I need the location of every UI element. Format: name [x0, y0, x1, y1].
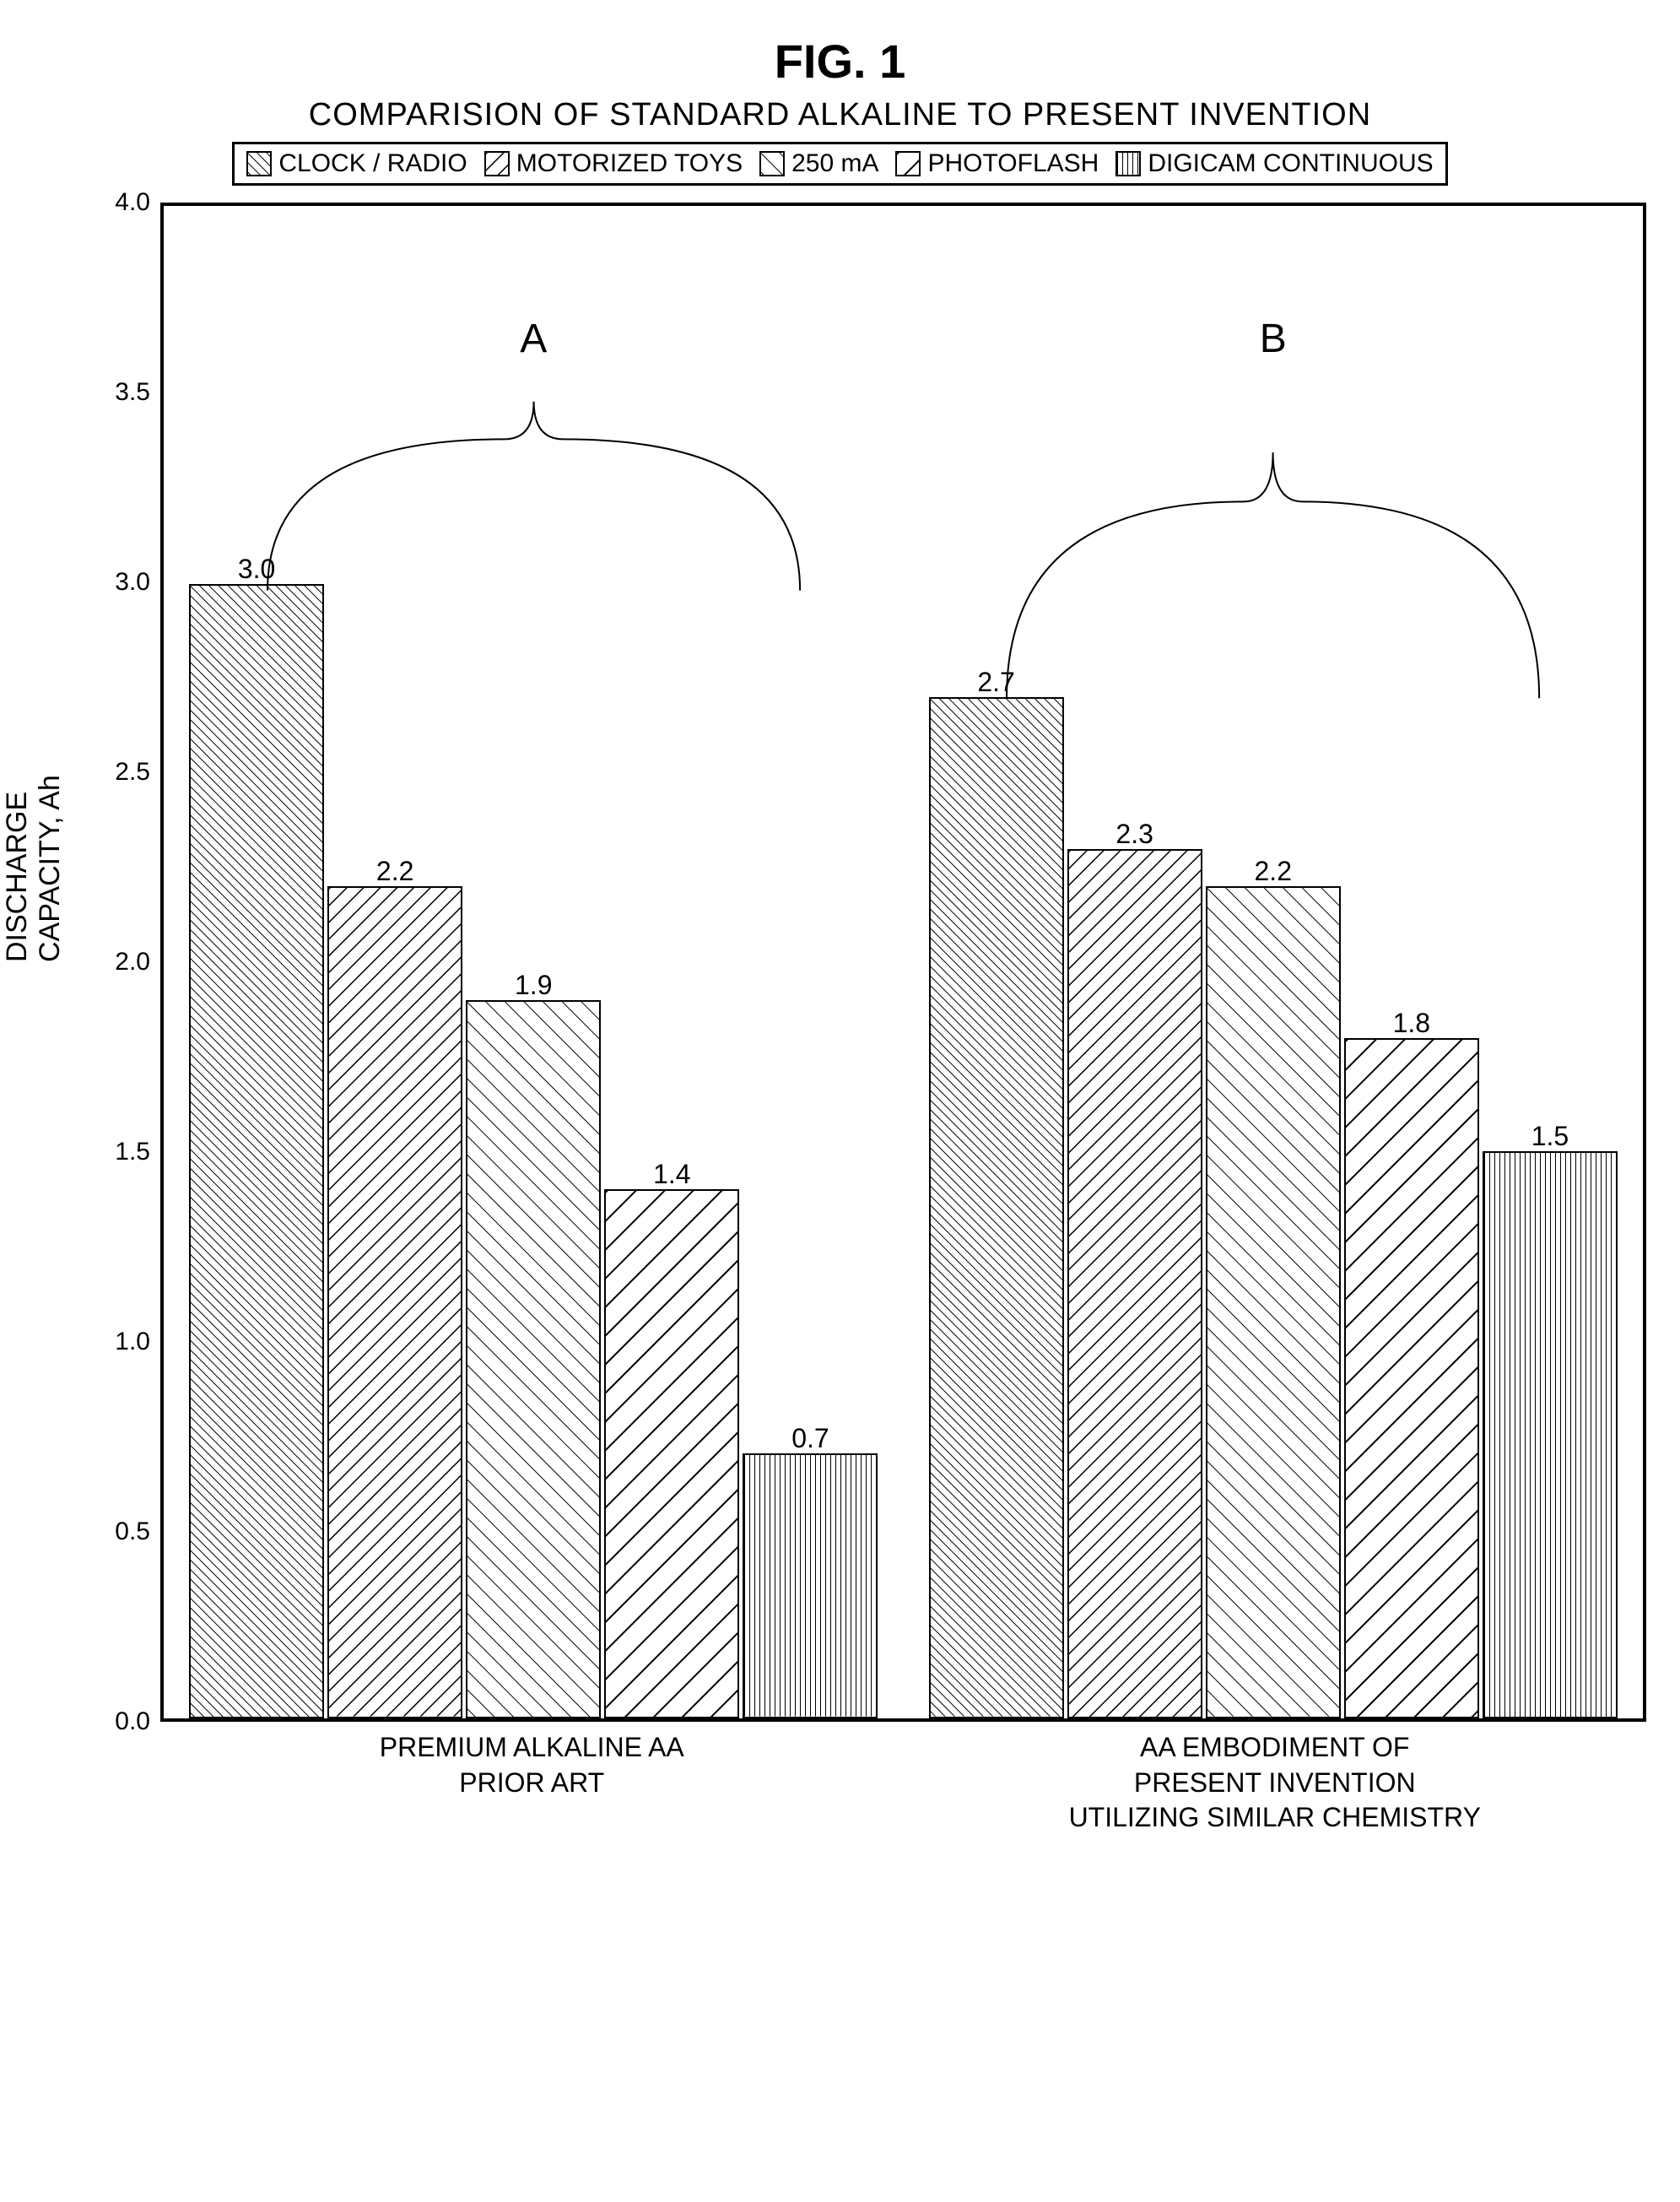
legend: CLOCK / RADIO MOTORIZED TOYS 250 mA PHOTOFL… — [232, 142, 1447, 186]
bar: 1.5 — [1483, 1151, 1618, 1718]
x-axis-labels: PREMIUM ALKALINE AAPRIOR ARTAA EMBODIMEN… — [160, 1730, 1646, 1836]
legend-item: MOTORIZED TOYS — [484, 149, 743, 178]
group-letter: A — [520, 316, 547, 362]
legend-label: CLOCK / RADIO — [278, 149, 467, 178]
legend-item: CLOCK / RADIO — [246, 149, 467, 178]
legend-item: PHOTOFLASH — [895, 149, 1099, 178]
y-tick: 0.0 — [115, 1707, 150, 1736]
bar-value-label: 1.5 — [1531, 1121, 1569, 1152]
bar-group: 3.02.21.91.40.7 — [164, 206, 904, 1718]
x-axis-label: AA EMBODIMENT OFPRESENT INVENTIONUTILIZI… — [904, 1730, 1647, 1836]
chart-title: COMPARISION OF STANDARD ALKALINE TO PRES… — [34, 97, 1646, 133]
bar: 1.8 — [1344, 1038, 1479, 1718]
bar: 2.2 — [327, 886, 462, 1718]
bar-value-label: 1.4 — [653, 1159, 690, 1190]
legend-item: DIGICAM CONTINUOUS — [1115, 149, 1433, 178]
legend-label: DIGICAM CONTINUOUS — [1148, 149, 1433, 178]
bar-value-label: 0.7 — [791, 1423, 829, 1454]
legend-swatch — [759, 151, 785, 176]
legend-label: MOTORIZED TOYS — [516, 149, 743, 178]
group-letter: B — [1260, 316, 1287, 362]
y-tick: 1.0 — [115, 1328, 150, 1356]
bar-value-label: 2.2 — [1255, 856, 1292, 887]
legend-label: PHOTOFLASH — [927, 149, 1099, 178]
legend-item: 250 mA — [759, 149, 878, 178]
bar-value-label: 2.2 — [376, 856, 413, 887]
bar: 1.4 — [604, 1189, 739, 1718]
bar: 0.7 — [743, 1453, 878, 1718]
bar-value-label: 1.8 — [1393, 1008, 1430, 1039]
bar-value-label: 1.9 — [515, 970, 552, 1001]
y-tick: 0.5 — [115, 1518, 150, 1546]
x-axis-label: PREMIUM ALKALINE AAPRIOR ART — [160, 1730, 904, 1836]
y-tick: 3.5 — [115, 378, 150, 407]
bar-group: 2.72.32.21.81.5 — [904, 206, 1644, 1718]
y-tick: 1.5 — [115, 1138, 150, 1166]
y-tick: 2.5 — [115, 758, 150, 787]
legend-swatch — [895, 151, 921, 176]
legend-swatch — [484, 151, 510, 176]
bar-value-label: 2.3 — [1115, 819, 1153, 850]
bar: 3.0 — [189, 584, 324, 1718]
y-tick: 2.0 — [115, 948, 150, 977]
bar-value-label: 3.0 — [238, 554, 275, 585]
figure-label: FIG. 1 — [34, 34, 1646, 89]
bar: 2.2 — [1206, 886, 1341, 1718]
y-tick: 4.0 — [115, 188, 150, 217]
bar: 2.3 — [1067, 849, 1202, 1718]
bar: 1.9 — [466, 1000, 601, 1718]
bar-value-label: 2.7 — [977, 667, 1014, 698]
y-tick: 3.0 — [115, 568, 150, 597]
plot-area: 3.02.21.91.40.72.72.32.21.81.5 AB — [160, 203, 1646, 1722]
legend-swatch — [1115, 151, 1141, 176]
bar: 2.7 — [929, 697, 1064, 1718]
legend-swatch — [246, 151, 272, 176]
y-axis-ticks: 0.00.51.01.52.02.53.03.54.0 — [93, 203, 160, 1722]
legend-label: 250 mA — [791, 149, 878, 178]
